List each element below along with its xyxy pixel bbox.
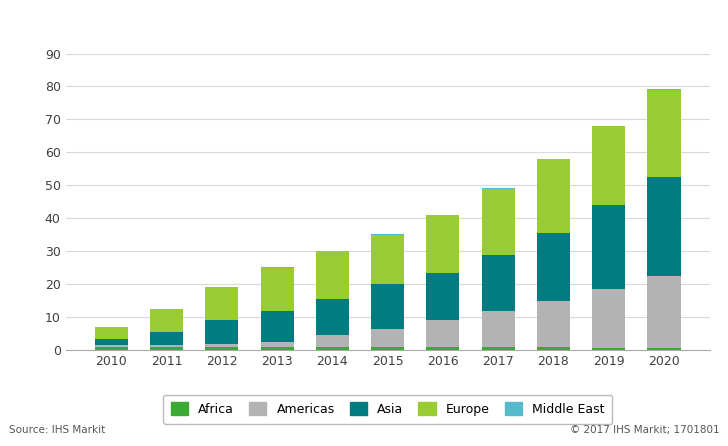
Bar: [537, 301, 570, 347]
Bar: [261, 342, 293, 347]
Bar: [647, 348, 681, 350]
Bar: [95, 339, 128, 345]
Bar: [95, 345, 128, 347]
Bar: [316, 335, 349, 347]
Text: Global cumulative residential PV installations (GW): Global cumulative residential PV install…: [9, 18, 383, 33]
Bar: [537, 159, 570, 233]
Bar: [427, 215, 459, 273]
Bar: [205, 320, 239, 343]
Legend: Africa, Americas, Asia, Europe, Middle East: Africa, Americas, Asia, Europe, Middle E…: [163, 395, 612, 424]
Bar: [205, 347, 239, 350]
Bar: [95, 347, 128, 350]
Bar: [371, 284, 404, 329]
Bar: [592, 126, 625, 205]
Bar: [647, 90, 681, 177]
Bar: [316, 347, 349, 350]
Bar: [537, 347, 570, 350]
Bar: [537, 233, 570, 301]
Bar: [150, 347, 183, 350]
Bar: [316, 299, 349, 335]
Bar: [592, 289, 625, 348]
Bar: [427, 320, 459, 347]
Bar: [647, 89, 681, 90]
Bar: [205, 343, 239, 347]
Bar: [205, 288, 239, 320]
Bar: [647, 276, 681, 348]
Bar: [592, 348, 625, 350]
Bar: [427, 347, 459, 350]
Text: Source: IHS Markit: Source: IHS Markit: [9, 425, 105, 435]
Bar: [592, 205, 625, 289]
Bar: [427, 273, 459, 320]
Bar: [261, 347, 293, 350]
Bar: [371, 347, 404, 350]
Text: © 2017 IHS Markit; 1701801: © 2017 IHS Markit; 1701801: [569, 425, 719, 435]
Bar: [150, 332, 183, 345]
Bar: [647, 177, 681, 276]
Bar: [150, 309, 183, 332]
Bar: [150, 345, 183, 347]
Bar: [261, 310, 293, 342]
Bar: [482, 189, 515, 255]
Bar: [316, 251, 349, 299]
Bar: [482, 347, 515, 350]
Bar: [482, 310, 515, 347]
Bar: [371, 329, 404, 347]
Bar: [95, 327, 128, 339]
Bar: [261, 268, 293, 310]
Bar: [482, 255, 515, 310]
Bar: [371, 235, 404, 284]
